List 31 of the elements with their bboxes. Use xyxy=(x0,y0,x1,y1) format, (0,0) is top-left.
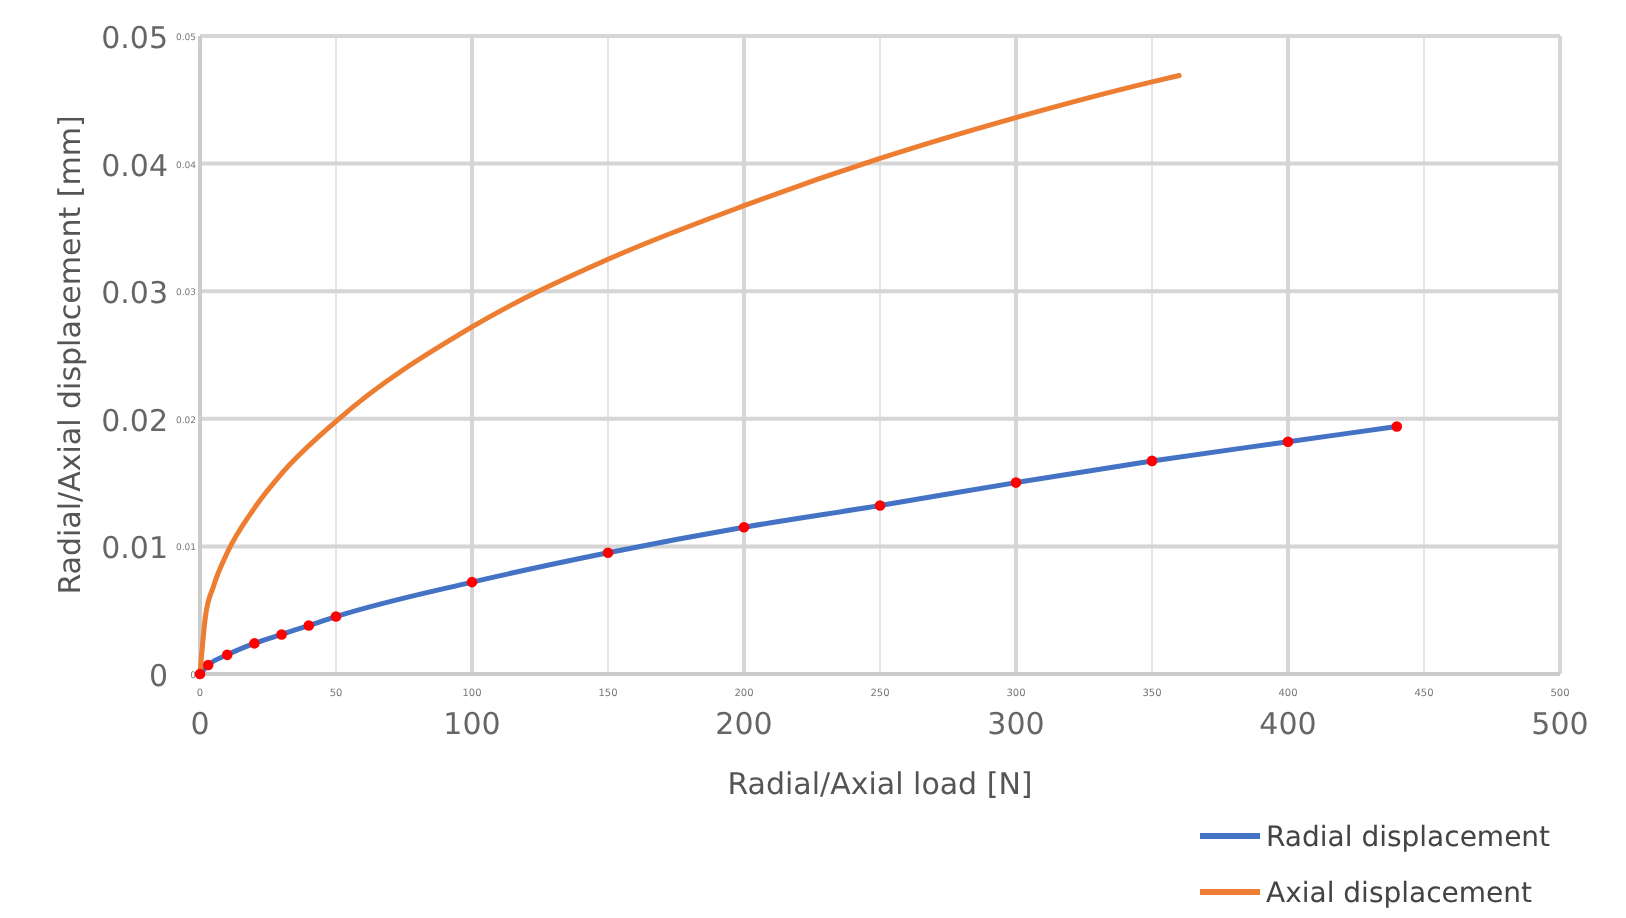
point xyxy=(276,629,287,640)
point xyxy=(221,649,233,661)
y-tick-label: 0 xyxy=(148,658,168,694)
x-tick-label: 100 xyxy=(443,706,501,742)
point xyxy=(602,547,614,559)
y-tick-label: 0.02 xyxy=(101,402,168,439)
point xyxy=(466,576,478,588)
x-tick-label: 500 xyxy=(1531,706,1589,742)
point xyxy=(1282,436,1294,448)
x-tick-label: 200 xyxy=(715,706,773,742)
point xyxy=(1010,477,1022,488)
x-tick-label: 0 xyxy=(190,706,210,742)
point xyxy=(194,668,206,680)
point xyxy=(303,620,315,631)
y-tick-label: 0.05 xyxy=(101,20,168,56)
point xyxy=(202,659,214,671)
point xyxy=(1391,421,1403,432)
y-axis-title: Radial/Axial displacement [mm] xyxy=(52,115,88,595)
legend-label: Radial displacement xyxy=(1266,822,1552,854)
point xyxy=(738,521,750,533)
legend-label: Axial displacement xyxy=(1266,878,1534,910)
x-axis-title: Radial/Axial load [N] xyxy=(727,766,1033,802)
y-tick-label: 0.03 xyxy=(101,275,168,312)
point xyxy=(330,611,342,622)
y-tick-label: 0.04 xyxy=(101,147,168,184)
point xyxy=(1146,455,1158,467)
point xyxy=(874,500,886,511)
point xyxy=(249,638,260,649)
x-tick-label: 400 xyxy=(1259,706,1317,742)
x-tick-label: 300 xyxy=(987,706,1045,742)
y-tick-label: 0.01 xyxy=(101,530,168,567)
